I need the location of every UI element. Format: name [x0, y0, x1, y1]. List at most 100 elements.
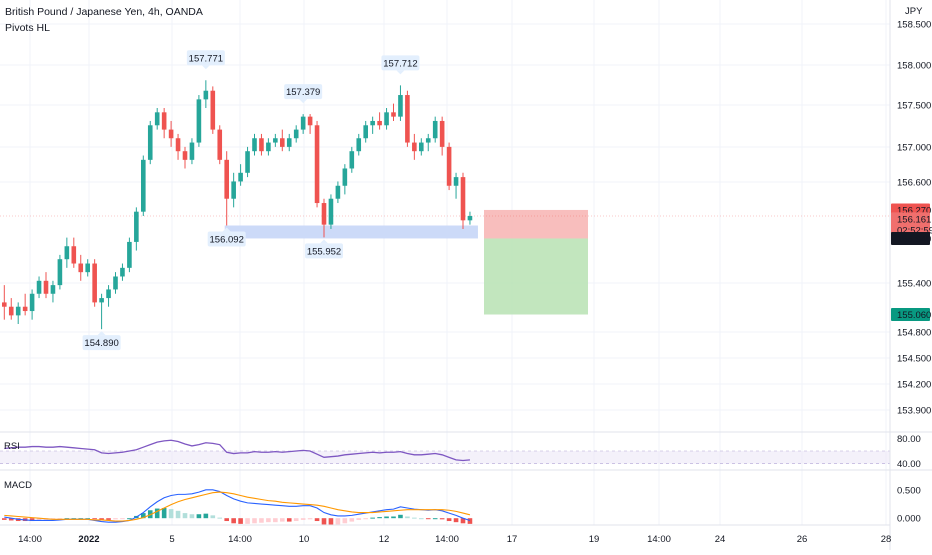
candle[interactable]: [314, 120, 320, 208]
candle[interactable]: [293, 125, 299, 143]
candle[interactable]: [85, 259, 90, 277]
candle[interactable]: [446, 142, 452, 191]
candle-body: [377, 120, 382, 126]
candle[interactable]: [467, 211, 473, 225]
pivot-label-box: [284, 84, 323, 100]
macd-histogram-bar: [446, 518, 452, 522]
candle[interactable]: [419, 138, 424, 156]
candle[interactable]: [15, 302, 21, 324]
candle[interactable]: [92, 259, 97, 307]
candle[interactable]: [64, 237, 70, 268]
candle[interactable]: [168, 120, 174, 147]
time-tick-label: 28: [881, 534, 892, 545]
time-tick-label: 12: [379, 534, 390, 545]
macd-histogram-bar: [196, 514, 202, 519]
macd-label[interactable]: MACD: [4, 480, 32, 491]
candle[interactable]: [99, 293, 104, 330]
candle[interactable]: [50, 280, 56, 303]
candle[interactable]: [273, 133, 278, 147]
candle-body: [252, 138, 257, 152]
candle[interactable]: [106, 285, 111, 307]
candle-body: [141, 159, 146, 212]
candle[interactable]: [356, 133, 362, 156]
pivot-label-text: 156.092: [210, 235, 244, 246]
candles-layer[interactable]: [2, 80, 473, 330]
rsi-label[interactable]: RSI: [4, 441, 20, 452]
macd-signal-line[interactable]: [4, 491, 471, 522]
candle[interactable]: [342, 164, 348, 195]
candle[interactable]: [147, 120, 153, 165]
candle[interactable]: [245, 146, 250, 178]
candle[interactable]: [154, 108, 160, 130]
candle-body: [43, 280, 49, 294]
candle[interactable]: [224, 151, 229, 226]
candle[interactable]: [175, 133, 181, 160]
candle[interactable]: [161, 108, 167, 139]
candle[interactable]: [405, 90, 410, 147]
candle[interactable]: [196, 95, 202, 147]
candle[interactable]: [335, 181, 341, 204]
candle[interactable]: [8, 298, 14, 320]
candle[interactable]: [141, 155, 146, 216]
candle[interactable]: [412, 133, 417, 160]
candle[interactable]: [432, 116, 438, 143]
candle-body: [384, 112, 389, 126]
candle[interactable]: [425, 133, 431, 152]
candle[interactable]: [266, 138, 271, 156]
candle-body: [446, 146, 452, 186]
macd-histogram-bar: [99, 518, 104, 520]
candle[interactable]: [259, 133, 264, 156]
candle[interactable]: [286, 133, 292, 152]
price-axis[interactable]: 158.500 158.000 157.500 157.000 156.600 155.4…: [897, 20, 931, 525]
candle[interactable]: [384, 108, 389, 130]
macd-histogram-bar: [259, 518, 264, 523]
candle[interactable]: [57, 254, 63, 290]
candle[interactable]: [231, 172, 236, 208]
candle[interactable]: [113, 272, 118, 294]
indicator-label[interactable]: Pivots HL: [5, 22, 50, 34]
candle[interactable]: [439, 116, 445, 156]
candle[interactable]: [280, 129, 285, 152]
candle[interactable]: [134, 207, 139, 251]
candle[interactable]: [460, 172, 466, 229]
candle[interactable]: [127, 237, 132, 273]
candle[interactable]: [398, 85, 403, 121]
currency-label[interactable]: JPY: [905, 6, 923, 17]
candle[interactable]: [370, 116, 375, 134]
candle[interactable]: [363, 120, 368, 143]
candle[interactable]: [217, 125, 223, 165]
candle[interactable]: [29, 289, 35, 320]
candle[interactable]: [120, 263, 125, 281]
candle[interactable]: [36, 276, 42, 299]
candle[interactable]: [307, 114, 313, 134]
candle[interactable]: [321, 198, 327, 238]
candle[interactable]: [22, 293, 28, 316]
candle[interactable]: [43, 272, 49, 299]
candle[interactable]: [238, 164, 243, 186]
candle[interactable]: [300, 114, 306, 134]
candle[interactable]: [2, 285, 7, 320]
candle[interactable]: [78, 254, 84, 281]
take-profit-zone[interactable]: [484, 238, 588, 315]
macd-histogram-bar: [189, 514, 195, 519]
candle[interactable]: [391, 103, 396, 121]
candle[interactable]: [71, 237, 77, 268]
stop-loss-zone[interactable]: [484, 209, 588, 239]
candle[interactable]: [377, 112, 382, 130]
candle[interactable]: [349, 146, 355, 173]
candle[interactable]: [453, 172, 459, 199]
candle[interactable]: [252, 133, 257, 156]
time-axis[interactable]: 14:00 2022 5 14:00 10 12 14:00 17 19 14:00 24 26 28: [18, 534, 891, 545]
candle[interactable]: [182, 146, 188, 169]
candle[interactable]: [210, 86, 216, 134]
candle[interactable]: [328, 194, 334, 229]
candle[interactable]: [189, 138, 195, 165]
macd-pane[interactable]: [2, 489, 473, 525]
candle-body: [370, 120, 375, 126]
rsi-pane[interactable]: [0, 439, 890, 464]
candle[interactable]: [203, 80, 209, 108]
rsi-line[interactable]: [4, 439, 471, 462]
candle-body: [335, 185, 341, 199]
